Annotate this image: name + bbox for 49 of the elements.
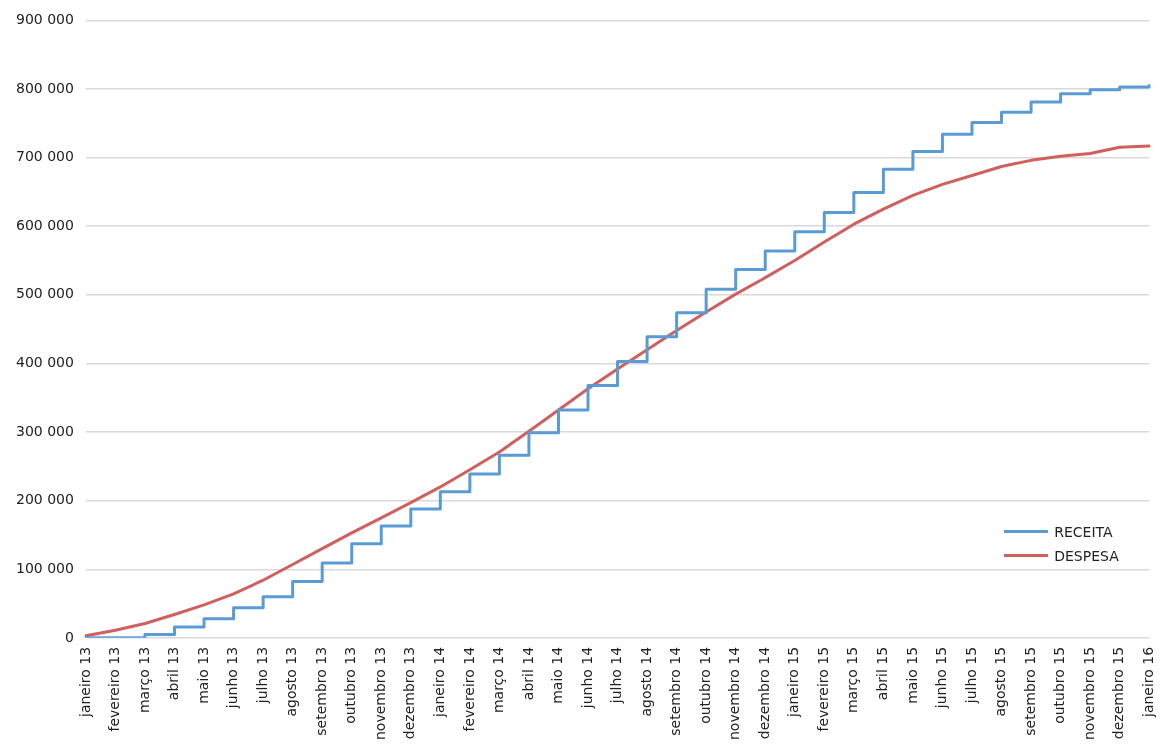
x-tick-label: agosto 14 xyxy=(637,646,654,717)
x-tick-label: abril 15 xyxy=(874,646,891,701)
y-tick-label: 600 000 xyxy=(15,216,74,233)
x-tick-label: setembro 13 xyxy=(312,646,329,736)
x-tick-label: janeiro 15 xyxy=(785,646,802,718)
y-tick-label: 300 000 xyxy=(15,422,74,439)
x-tick-label: novembro 13 xyxy=(371,646,388,740)
x-tick-label: junho 14 xyxy=(578,646,595,710)
x-tick-label: fevereiro 13 xyxy=(106,646,123,732)
y-tick-label: 200 000 xyxy=(15,491,74,508)
x-tick-label: agosto 13 xyxy=(283,646,300,717)
x-tick-label: outubro 14 xyxy=(696,646,713,724)
x-tick-label: agosto 15 xyxy=(992,646,1009,717)
x-tick-label: julho 14 xyxy=(608,646,625,705)
x-tick-label: dezembro 14 xyxy=(755,646,772,740)
legend-label: DESPESA xyxy=(1054,547,1119,564)
x-tick-label: dezembro 13 xyxy=(401,646,418,740)
x-tick-label: janeiro 16 xyxy=(1139,646,1156,718)
x-tick-label: novembro 15 xyxy=(1080,646,1097,740)
x-tick-label: fevereiro 14 xyxy=(460,646,477,732)
x-tick-label: julho 13 xyxy=(253,646,270,705)
x-tick-label: novembro 14 xyxy=(726,646,743,740)
y-tick-label: 700 000 xyxy=(15,148,74,165)
x-tick-label: abril 13 xyxy=(165,646,182,701)
x-tick-label: setembro 14 xyxy=(667,646,684,736)
y-tick-label: 100 000 xyxy=(15,559,74,576)
x-tick-label: março 14 xyxy=(490,646,507,714)
x-tick-label: maio 15 xyxy=(903,646,920,704)
x-tick-label: dezembro 15 xyxy=(1110,646,1127,740)
x-tick-label: outubro 15 xyxy=(1051,646,1068,724)
x-tick-label: janeiro 13 xyxy=(76,646,93,718)
y-tick-label: 900 000 xyxy=(15,11,74,28)
x-tick-label: setembro 15 xyxy=(1021,646,1038,736)
x-tick-label: junho 15 xyxy=(933,646,950,710)
x-tick-label: maio 13 xyxy=(194,646,211,704)
x-tick-label: março 15 xyxy=(844,646,861,714)
y-tick-label: 800 000 xyxy=(15,79,74,96)
y-tick-label: 0 xyxy=(64,628,74,645)
x-tick-label: maio 14 xyxy=(549,646,566,704)
legend-label: RECEITA xyxy=(1054,523,1113,540)
x-tick-label: março 13 xyxy=(135,646,152,714)
x-tick-label: janeiro 14 xyxy=(430,646,447,718)
y-tick-label: 400 000 xyxy=(15,354,74,371)
y-tick-label: 500 000 xyxy=(15,285,74,302)
x-tick-label: junho 13 xyxy=(224,646,241,710)
x-tick-label: outubro 13 xyxy=(342,646,359,724)
x-tick-label: fevereiro 15 xyxy=(814,646,831,732)
x-tick-label: abril 14 xyxy=(519,646,536,701)
x-tick-label: julho 15 xyxy=(962,646,979,705)
